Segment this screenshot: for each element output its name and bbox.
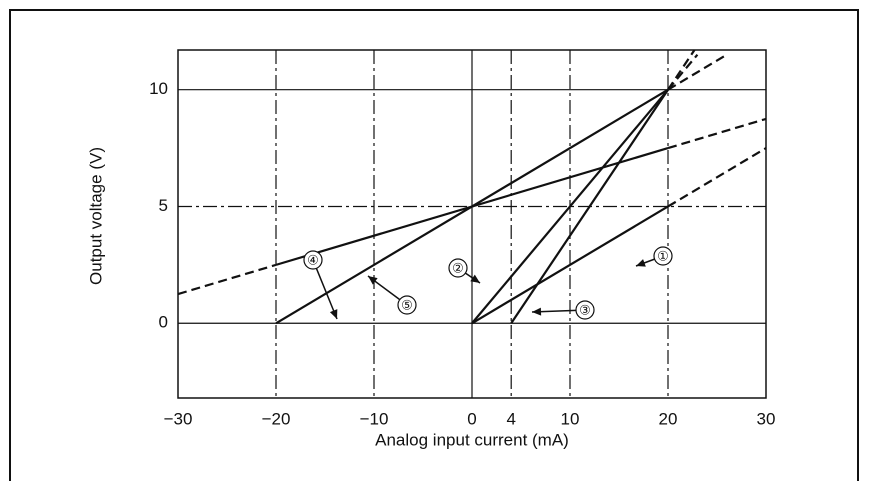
y-tick-label: 10: [149, 79, 168, 98]
series-label-circle: [575, 300, 595, 320]
series-label-circle: [303, 250, 323, 270]
series-label: ②: [452, 260, 464, 275]
line-extension: [667, 53, 728, 91]
y-tick-label: 5: [159, 196, 168, 215]
x-tick-label: 0: [467, 409, 476, 428]
arrow-head: [329, 309, 338, 319]
line-extension: [667, 147, 767, 208]
arrow-head: [532, 307, 542, 316]
series-label-circle: [653, 246, 673, 266]
line-extension: [667, 117, 767, 150]
series-label-circle: [448, 258, 468, 278]
x-tick-label: 4: [506, 409, 515, 428]
line: [275, 88, 669, 325]
y-tick-label: 0: [159, 313, 168, 332]
x-tick-label: −30: [164, 409, 193, 428]
x-tick-label: 30: [757, 409, 776, 428]
x-tick-label: 10: [561, 409, 580, 428]
y-axis-label: Output voltage (V): [86, 147, 105, 285]
series-label: ⑤: [401, 297, 413, 312]
line-extension: [667, 49, 696, 91]
line: [471, 88, 669, 324]
series-label: ③: [579, 302, 591, 317]
x-tick-label: −20: [262, 409, 291, 428]
series-label: ①: [657, 248, 669, 263]
x-axis-label: Analog input current (mA): [375, 430, 569, 449]
x-tick-label: −10: [360, 409, 389, 428]
arrow-head: [470, 274, 480, 283]
line: [471, 205, 669, 325]
arrow-head: [368, 276, 378, 285]
series-label-circle: [397, 295, 417, 315]
arrow-head: [636, 259, 646, 267]
x-tick-label: 20: [659, 409, 678, 428]
frame: [9, 9, 859, 481]
line: [510, 89, 669, 324]
line-extension: [177, 263, 277, 296]
series-label: ④: [307, 252, 319, 267]
